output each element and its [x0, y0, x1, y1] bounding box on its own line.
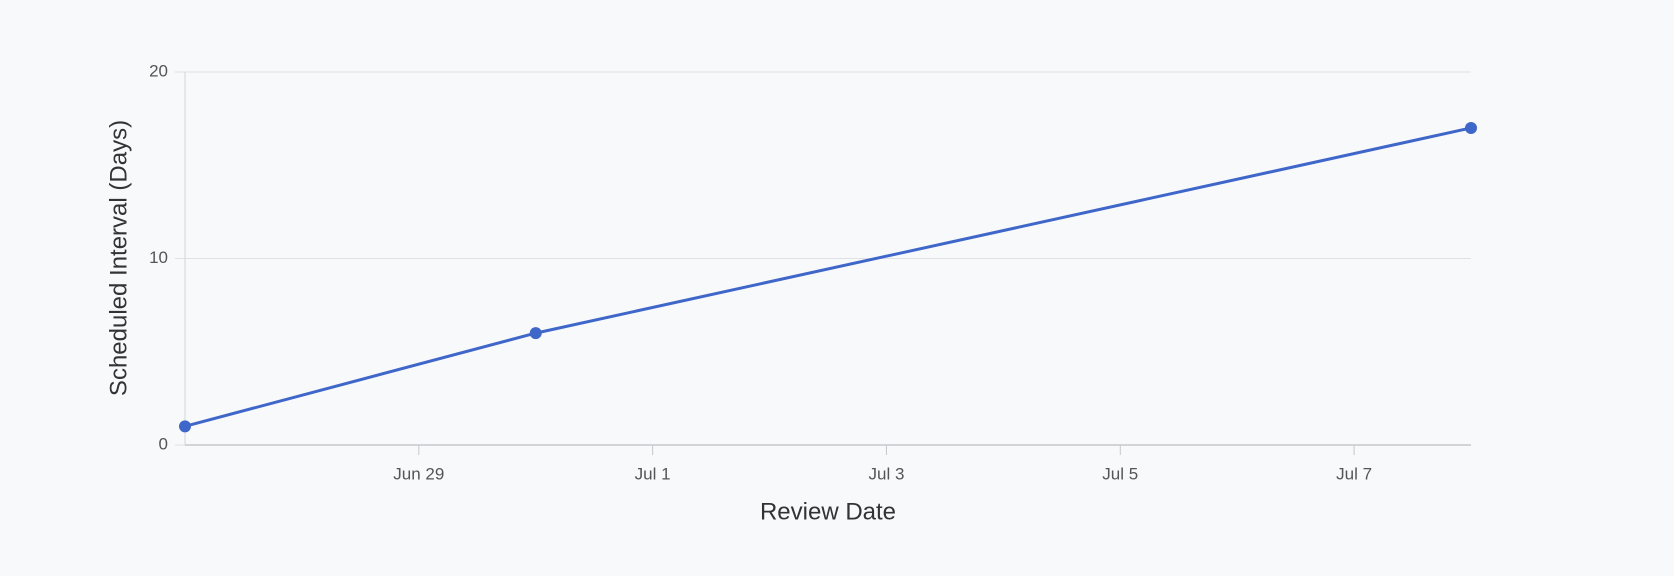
y-tick-label: 20: [149, 61, 168, 80]
x-axis-title: Review Date: [760, 498, 896, 525]
point: [179, 420, 191, 433]
line: [184, 126, 1472, 428]
x-tick-label: Jul 1: [635, 464, 671, 483]
point: [1465, 121, 1477, 134]
x-tick-label: Jul 7: [1336, 464, 1372, 483]
y-tick-label: 10: [149, 248, 168, 267]
x-tick-label: Jul 5: [1102, 464, 1138, 483]
y-tick-label: 0: [159, 434, 168, 453]
point: [529, 327, 542, 340]
y-axis-title: Scheduled Interval (Days): [105, 120, 132, 396]
x-tick-label: Jul 3: [868, 464, 904, 483]
x-tick-label: Jun 29: [393, 464, 444, 483]
